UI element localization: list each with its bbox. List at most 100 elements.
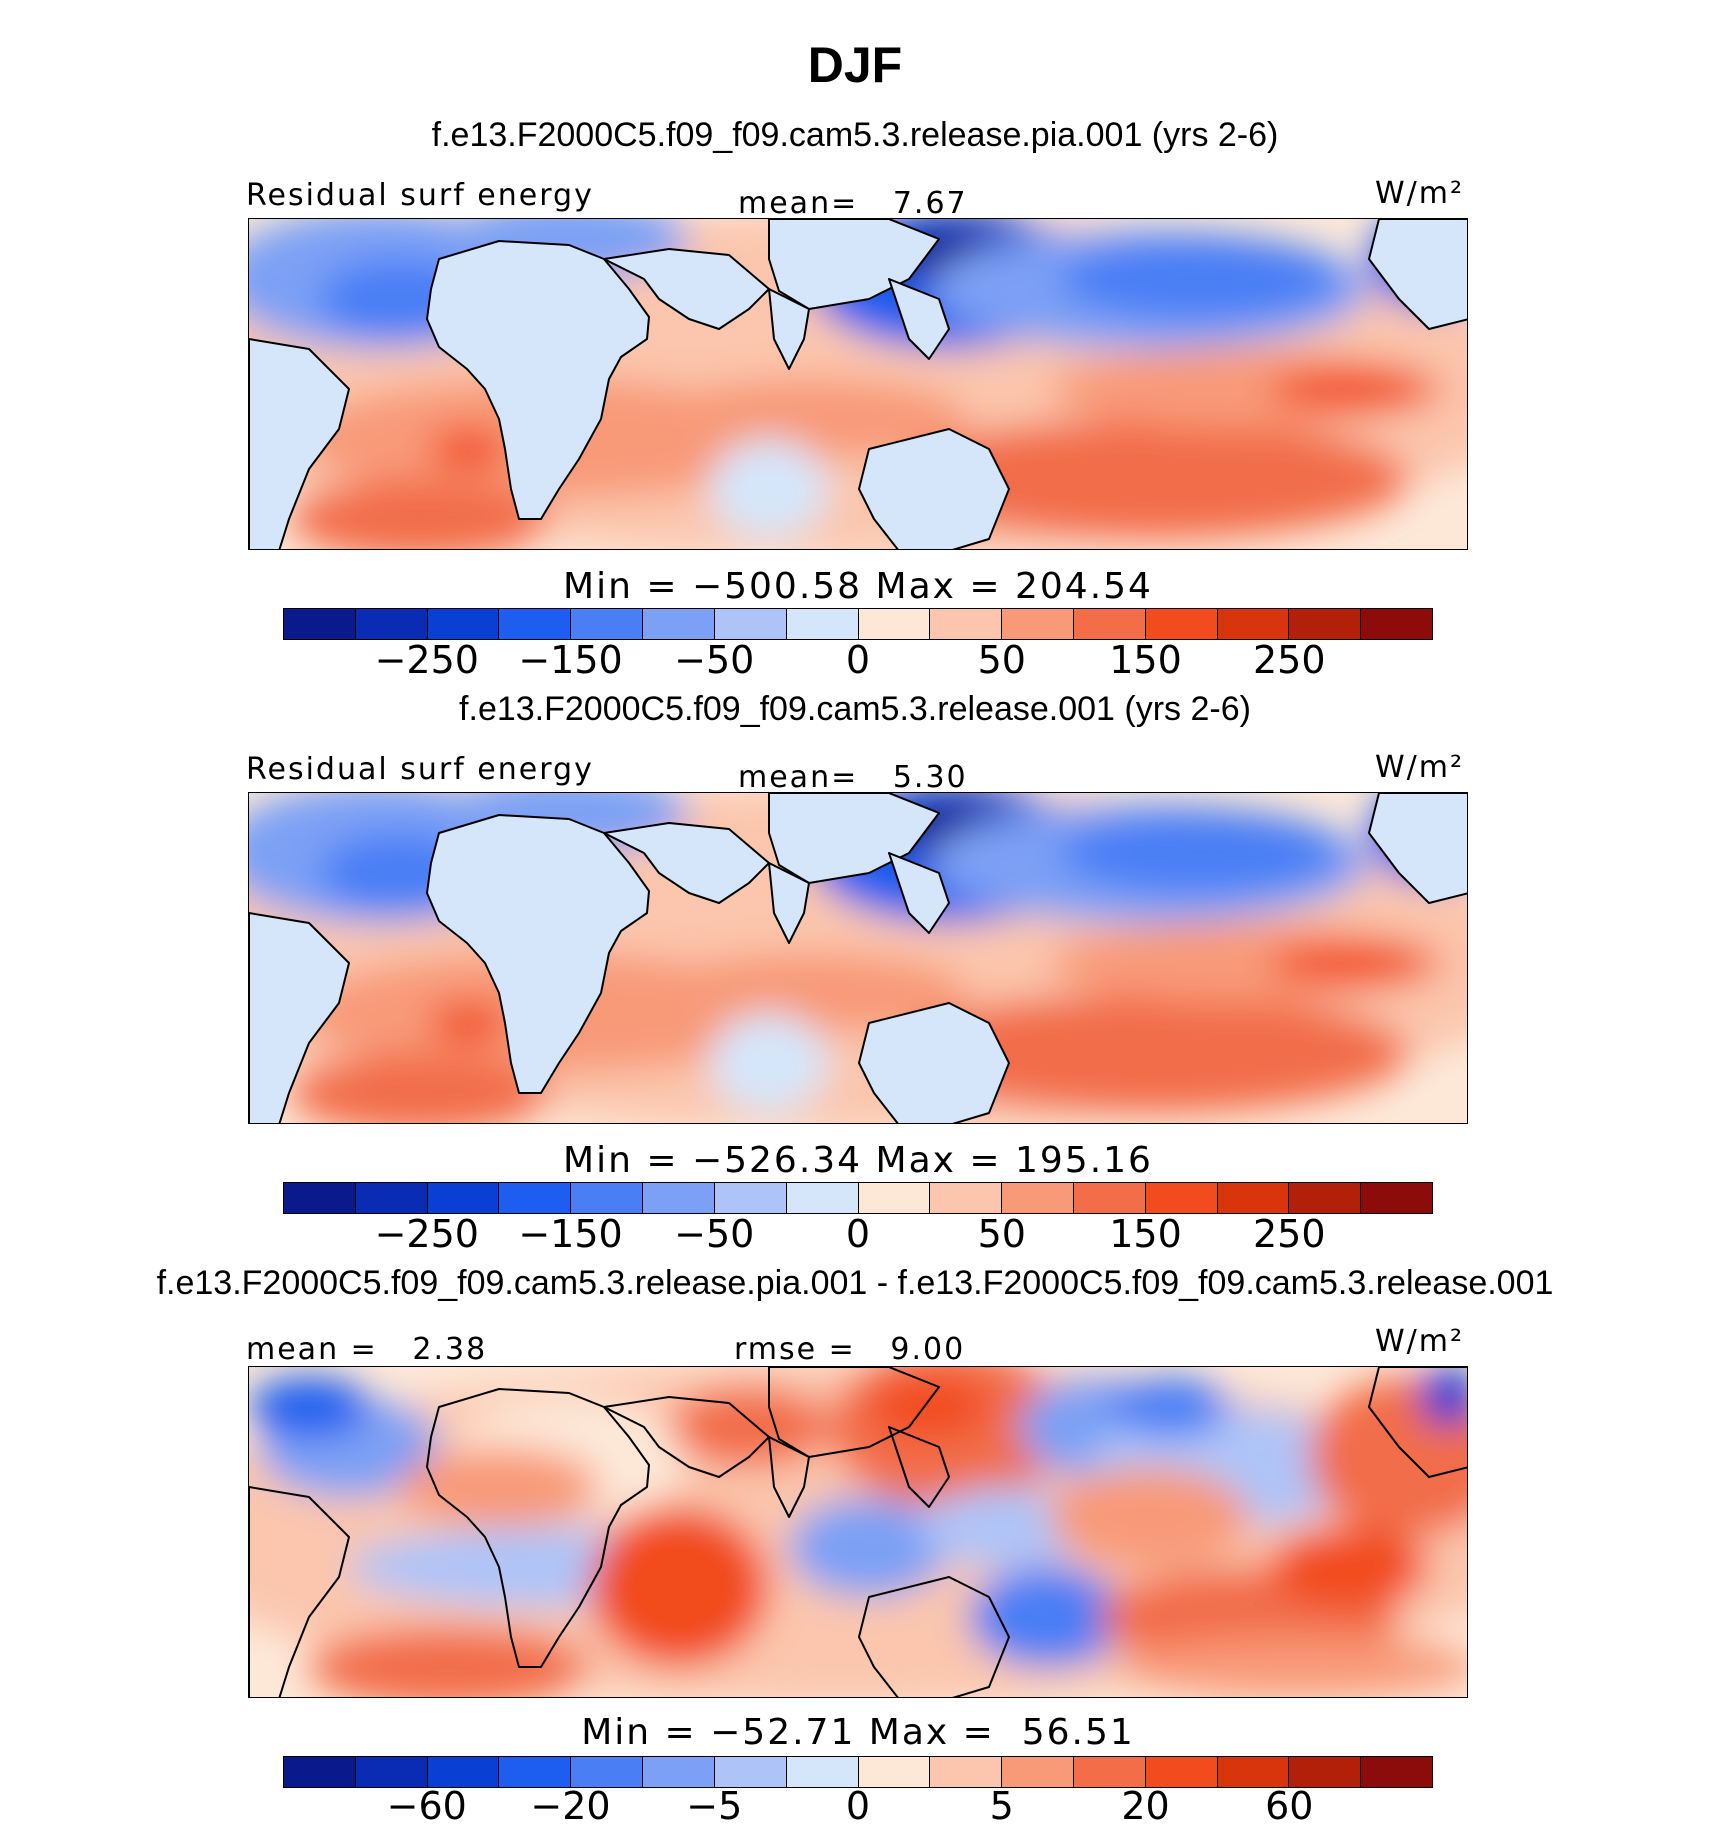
colorbar-segment [1002,1757,1074,1787]
coastline [426,814,650,1094]
colorbar-segment [355,609,428,639]
colorbar-segment [499,1183,572,1213]
colorbar-tick-label: 5 [989,1784,1014,1828]
colorbar-segment [1361,609,1432,639]
colorbar-segment [355,1757,428,1787]
coastline [1368,219,1467,330]
colorbar-segment [714,609,787,639]
colorbar-tick-label: −20 [530,1784,611,1828]
colorbar-tick-label: 60 [1265,1784,1314,1828]
colorbar-segment [284,1183,356,1213]
colorbar-segment [1145,1183,1218,1213]
coastline [858,1002,1010,1123]
panel-1-mean-label: mean= 7.67 [738,186,968,221]
panel-1-colorbar-ticks: −250 −150 −50 0 50 150 250 [283,638,1433,688]
colorbar-tick-label: 20 [1121,1784,1170,1828]
colorbar-segment [930,609,1003,639]
colorbar-segment [930,1757,1003,1787]
colorbar-segment [427,609,500,639]
colorbar-segment [1289,1757,1362,1787]
panel-2-title: f.e13.F2000C5.f09_f09.cam5.3.release.001… [459,690,1251,728]
colorbar-segment [1002,1183,1074,1213]
panel-2-minmax: Min = −526.34 Max = 195.16 [563,1140,1153,1181]
coastline [858,428,1010,549]
colorbar-segment [1361,1183,1432,1213]
colorbar-segment [284,1757,356,1787]
colorbar-segment [930,1183,1003,1213]
colorbar-tick-label: −150 [518,638,623,682]
coastline [858,1576,1010,1697]
coastline [888,852,950,934]
colorbar-segment [571,1183,644,1213]
colorbar-tick-label: 50 [977,1212,1026,1256]
coastline [249,912,350,1123]
colorbar-segment [571,609,644,639]
colorbar-segment [643,1183,715,1213]
colorbar-segment [284,609,356,639]
colorbar-tick-label: 150 [1109,1212,1182,1256]
colorbar-segment [1145,1757,1218,1787]
colorbar-segment [427,1757,500,1787]
coastline [603,822,770,904]
colorbar-tick-label: −60 [386,1784,467,1828]
colorbar-segment [1289,609,1362,639]
colorbar-tick-label: 0 [845,1784,871,1828]
colorbar-tick-label: −50 [674,638,755,682]
colorbar-segment [355,1183,428,1213]
colorbar-segment [499,1757,572,1787]
colorbar-segment [571,1757,644,1787]
colorbar-segment [858,1757,931,1787]
main-title: DJF [807,37,903,93]
panel-3-colorbar [283,1756,1433,1788]
colorbar-segment [786,1757,859,1787]
panel-3-units: W/m² [1375,1324,1465,1359]
colorbar-tick-label: −50 [674,1212,755,1256]
colorbar-segment [1073,1183,1146,1213]
colorbar-segment [786,609,859,639]
colorbar-segment [1002,609,1074,639]
panel-2-mean-label: mean= 5.30 [738,760,968,795]
coastline [1368,1367,1467,1478]
panel-2-colorbar-ticks: −250 −150 −50 0 50 150 250 [283,1212,1433,1262]
panel-1-units: W/m² [1375,176,1465,211]
colorbar-tick-label: −250 [374,638,479,682]
panel-2-colorbar [283,1182,1433,1214]
colorbar-segment [858,1183,931,1213]
panel-2-variable-label: Residual surf energy [246,752,594,787]
coastline [603,248,770,330]
colorbar-tick-label: 0 [845,638,871,682]
coastline [1368,793,1467,904]
coastline [768,862,810,944]
colorbar-segment [1145,609,1218,639]
colorbar-tick-label: 50 [977,638,1026,682]
colorbar-segment [1217,1183,1290,1213]
colorbar-segment [714,1183,787,1213]
colorbar-segment [1217,1757,1290,1787]
coastline [768,1367,940,1458]
coastline [768,1436,810,1518]
colorbar-tick-label: −250 [374,1212,479,1256]
panel-2-units: W/m² [1375,750,1465,785]
colorbar-tick-label: −5 [686,1784,743,1828]
colorbar-tick-label: 250 [1252,1212,1326,1256]
panel-3-title: f.e13.F2000C5.f09_f09.cam5.3.release.pia… [156,1264,1554,1302]
panel-3-colorbar-ticks: −60 −20 −5 0 5 20 60 [283,1784,1433,1828]
colorbar-segment [1361,1757,1432,1787]
colorbar-segment [1073,609,1146,639]
coastline [249,338,350,549]
panel-1-minmax: Min = −500.58 Max = 204.54 [563,566,1153,607]
coastline [768,793,940,884]
coastline [768,288,810,370]
panel-1-colorbar [283,608,1433,640]
colorbar-segment [786,1183,859,1213]
colorbar-tick-label: −150 [518,1212,623,1256]
coastline [888,1426,950,1508]
colorbar-segment [643,609,715,639]
panel-2-map [248,792,1468,1124]
coastline [426,240,650,520]
coastline [768,219,940,310]
colorbar-tick-label: 0 [845,1212,871,1256]
colorbar-segment [1289,1183,1362,1213]
panel-3-minmax: Min = −52.71 Max = 56.51 [581,1712,1135,1753]
coastline [888,278,950,360]
